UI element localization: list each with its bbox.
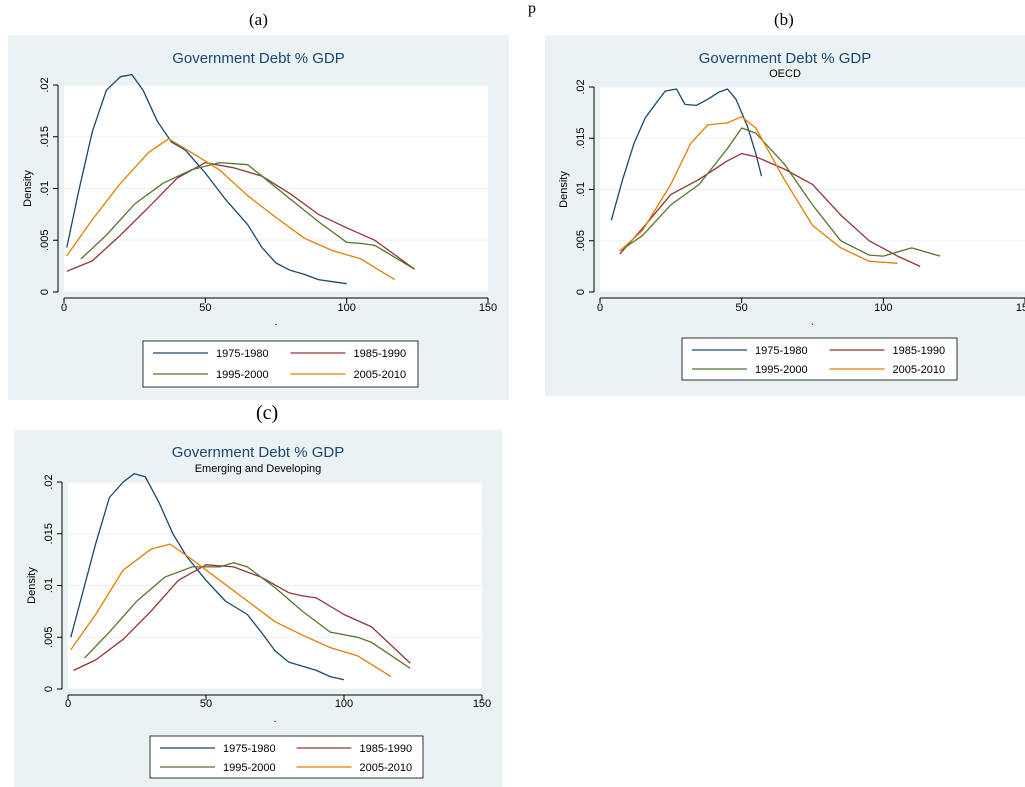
legend-label: 1995-2000	[216, 369, 269, 381]
y-tick-label: .02	[39, 77, 51, 92]
legend-label: 2005-2010	[360, 762, 413, 774]
x-tick-label: 50	[200, 698, 212, 710]
y-tick-label: .005	[39, 230, 51, 251]
y-tick-label: .01	[575, 182, 587, 197]
x-tick-label: 50	[736, 302, 748, 314]
x-tick-label: 150	[1016, 302, 1025, 314]
legend-label: 1985-1990	[360, 743, 413, 755]
x-tick-label: 0	[597, 302, 603, 314]
x-tick-label: 100	[335, 698, 353, 710]
y-tick-label: .02	[575, 79, 587, 94]
series-line-2005-2010	[70, 543, 392, 678]
series-line-1985-1990	[66, 161, 415, 272]
y-axis-label: Density	[558, 171, 570, 208]
chart-panel-c: Government Debt % GDP Emerging and Develo…	[14, 430, 502, 787]
x-tick-label: 0	[65, 698, 71, 710]
y-tick-label: .01	[39, 181, 51, 196]
x-tick-label: 150	[479, 302, 497, 314]
series-line-1995-2000	[84, 562, 411, 669]
chart-subtitle: OECD	[769, 68, 801, 80]
y-tick-label: 0	[39, 289, 51, 295]
series-line-1975-1980	[66, 73, 347, 285]
y-tick-label: 0	[575, 289, 587, 295]
legend-label: 1975-1980	[216, 348, 269, 360]
series-line-1975-1980	[610, 88, 763, 221]
x-axis-label: .	[273, 713, 276, 725]
legend-box	[142, 340, 419, 388]
x-tick-label: 100	[874, 302, 892, 314]
series-line-1995-2000	[80, 161, 415, 270]
legend-box	[149, 735, 424, 779]
chart-svg: Government Debt % GDPOECD0.005.01.015.02…	[545, 35, 1025, 396]
y-axis-label: Density	[26, 567, 38, 604]
series-line-1995-2000	[619, 127, 941, 257]
legend-label: 1985-1990	[893, 345, 946, 357]
chart-svg: Government Debt % GDP 0 .005 .01 .015 .02 Dens…	[8, 35, 509, 400]
x-tick-label: 50	[199, 302, 211, 314]
y-tick-label: 0	[43, 686, 55, 692]
legend-label: 1995-2000	[755, 364, 808, 376]
y-tick-label: .015	[575, 128, 587, 149]
legend-label: 2005-2010	[354, 369, 407, 381]
legend-label: 1995-2000	[223, 762, 276, 774]
x-axis-label: .	[811, 316, 814, 328]
chart-svg: Government Debt % GDP Emerging and Develo…	[14, 430, 502, 787]
series-line-1975-1980	[70, 473, 345, 681]
chart-panel-b: Government Debt % GDP OECD 0.005.01.015.02…	[545, 35, 1025, 396]
x-axis-label: .	[274, 316, 277, 328]
x-tick-label: 150	[473, 698, 491, 710]
chart-subtitle: Emerging and Developing	[195, 463, 322, 475]
y-tick-label: .005	[575, 230, 587, 251]
chart-panel-a: Government Debt % GDP 0 .005 .01 .015 .02 Dens…	[8, 35, 509, 400]
x-tick-label: 100	[337, 302, 355, 314]
chart-title: Government Debt % GDP	[172, 444, 345, 461]
y-tick-label: .005	[43, 627, 55, 648]
legend-label: 1985-1990	[354, 348, 407, 360]
y-tick-label: .01	[43, 578, 55, 593]
panel-label-b: (b)	[774, 10, 794, 29]
series-line-2005-2010	[66, 138, 396, 281]
chart-title: Government Debt % GDP	[172, 50, 345, 67]
series-line-1985-1990	[619, 152, 921, 267]
series-line-1985-1990	[73, 564, 411, 671]
legend-label: 1975-1980	[223, 743, 276, 755]
legend-label: 2005-2010	[893, 364, 946, 376]
panel-label-a: (a)	[249, 10, 268, 29]
legend-box	[681, 337, 958, 381]
y-tick-label: .02	[43, 474, 55, 489]
chart-title: Government Debt % GDP	[699, 50, 872, 67]
legend-label: 1975-1980	[755, 345, 808, 357]
y-tick-label: .015	[43, 523, 55, 544]
y-tick-label: .015	[39, 126, 51, 147]
series-line-2005-2010	[619, 116, 898, 264]
y-axis-label: Density	[22, 170, 34, 207]
top-text-fragment: p	[528, 0, 536, 17]
x-tick-label: 0	[61, 302, 67, 314]
panel-label-c: (c)	[256, 402, 279, 424]
